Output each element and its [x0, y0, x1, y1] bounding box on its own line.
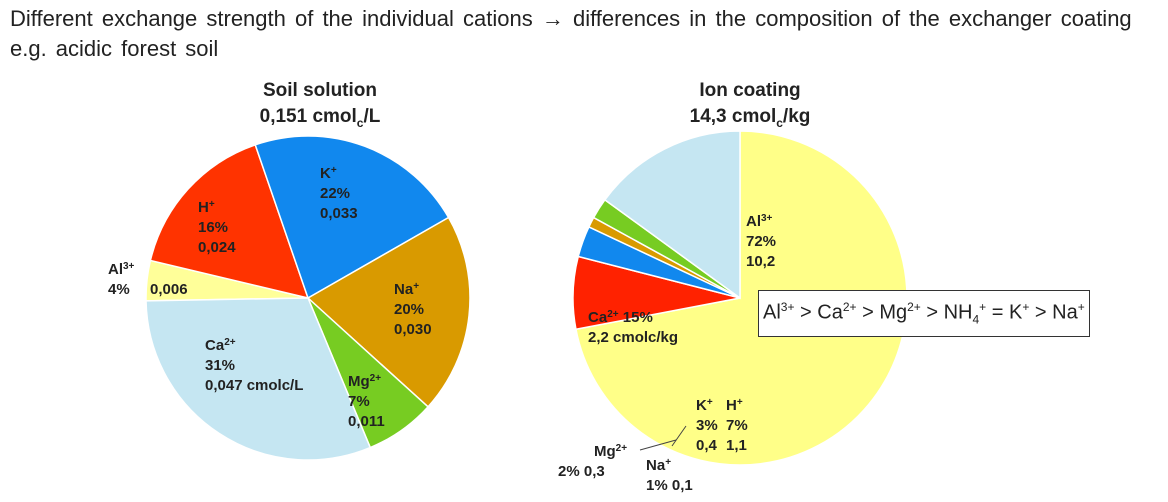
label-ion-coating-mg: Mg2+ 2% 0,3 [558, 443, 627, 481]
pie-slice-soil-solution-na [306, 216, 471, 408]
leader-line-na [671, 425, 687, 447]
label-soil-solution-na: Na+ 20% 0,030 [394, 281, 432, 339]
label-ion-coating-na: Na+ 1% 0,1 [646, 457, 693, 495]
pie-slice-ion-coating-ca [603, 130, 741, 300]
ion-coating-title-text: Ion coating [699, 80, 801, 101]
label-ion-coating-ca: Ca2+ 15% 2,2 cmolc/kg [588, 309, 678, 347]
arrow-icon: → [541, 6, 564, 31]
series-note-part: 3+ [780, 300, 795, 314]
slide-heading: Different exchange strength of the indiv… [10, 4, 1160, 64]
label-ion-coating-h: H+ 7% 1,1 [726, 397, 748, 455]
series-note-part: > Ca [794, 301, 843, 324]
exchange-series-note: Al3+ > Ca2+ > Mg2+ > NH4+ = K+ > Na+ [758, 290, 1090, 337]
series-note-part: + [1022, 300, 1030, 314]
series-note-part: > NH [920, 301, 973, 324]
series-note-part: = K [986, 301, 1023, 324]
series-note-part: 4 [972, 312, 980, 327]
label-ion-coating-k: K+ 3% 0,4 [696, 397, 718, 455]
series-note-part: > Mg [856, 301, 908, 324]
pie-slice-soil-solution-ca [145, 297, 372, 461]
soil-solution-title-text: Soil solution [263, 80, 377, 101]
pie-slice-soil-solution-h [149, 143, 310, 300]
heading-text: Different exchange strength of the indiv… [10, 6, 533, 31]
soil-solution-subtitle: 0,151 cmolc/L [259, 106, 381, 130]
label-ion-coating-al: Al3+ 72% 10,2 [746, 213, 776, 271]
series-note-part: + [1077, 300, 1085, 314]
label-soil-solution-k: K+ 22% 0,033 [320, 165, 358, 223]
soil-solution-title: Soil solution 0,151 cmolc/L [200, 78, 440, 136]
series-note-part: + [979, 300, 987, 314]
ion-coating-title: Ion coating 14,3 cmolc/kg [630, 78, 870, 136]
series-note-part: Al [763, 301, 781, 324]
series-note-part: > Na [1029, 301, 1078, 324]
pie-slice-ion-coating-al [575, 130, 908, 466]
label-soil-solution-mg: Mg2+ 7% 0,011 [348, 373, 385, 431]
label-soil-solution-al: Al3+ 4% 0,006 [108, 261, 188, 299]
pie-slice-soil-solution-k [254, 135, 450, 300]
series-note-part: 2+ [842, 300, 857, 314]
label-soil-solution-h: H+ 16% 0,024 [198, 199, 236, 257]
leader-line-mg [639, 439, 677, 451]
label-soil-solution-ca: Ca2+ 31% 0,047 cmolc/L [205, 337, 303, 395]
heading-text-2: differences in the composition of the ex… [10, 6, 1132, 61]
ion-coating-subtitle: 14,3 cmolc/kg [689, 106, 811, 130]
series-note-part: 2+ [907, 300, 921, 314]
